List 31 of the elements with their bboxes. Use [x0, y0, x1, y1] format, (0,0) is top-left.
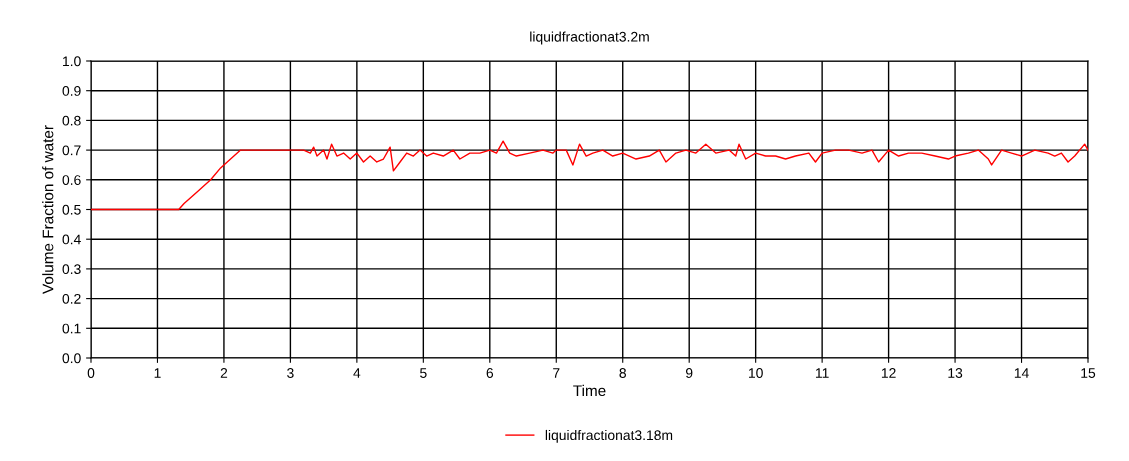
- x-tick-label: 3: [287, 368, 294, 378]
- x-tick-label: 6: [486, 368, 494, 378]
- x-tick-label: 1: [154, 368, 161, 378]
- x-tick-label: 9: [685, 368, 693, 378]
- x-tick-label: 2: [220, 368, 228, 378]
- x-tick-label: 13: [948, 368, 963, 378]
- y-axis-title: Volume Fraction of water: [42, 125, 54, 294]
- y-tick-label: 0.6: [62, 175, 81, 185]
- x-tick-label: 0: [87, 368, 95, 378]
- y-tick-label: 0.7: [62, 145, 81, 156]
- y-tick-label: 0.1: [62, 323, 81, 334]
- x-tick-label: 5: [420, 368, 427, 378]
- x-tick-label: 11: [815, 368, 829, 378]
- chart-title: liquidfractionat3.2m: [530, 31, 649, 45]
- y-tick-label: 0.3: [62, 264, 81, 275]
- x-tick-label: 12: [881, 368, 896, 378]
- x-tick-label: 8: [619, 368, 626, 378]
- y-tick-label: 0.2: [62, 293, 81, 304]
- x-tick-label: 4: [353, 368, 361, 378]
- y-tick-label: 0.4: [62, 234, 81, 245]
- x-tick-label: 15: [1081, 368, 1096, 378]
- x-tick-label: 10: [749, 368, 763, 378]
- x-axis-title: Time: [573, 384, 606, 397]
- y-tick-label: 0.0: [62, 353, 81, 364]
- x-tick-label: 7: [553, 368, 560, 378]
- x-tick-label: 14: [1014, 368, 1029, 378]
- y-tick-label: 0.8: [62, 115, 81, 126]
- y-tick-label: 0.5: [62, 204, 81, 215]
- legend-label: liquidfractionat3.18m: [545, 429, 673, 443]
- y-tick-label: 1.0: [63, 56, 81, 67]
- y-tick-label: 0.9: [62, 86, 81, 96]
